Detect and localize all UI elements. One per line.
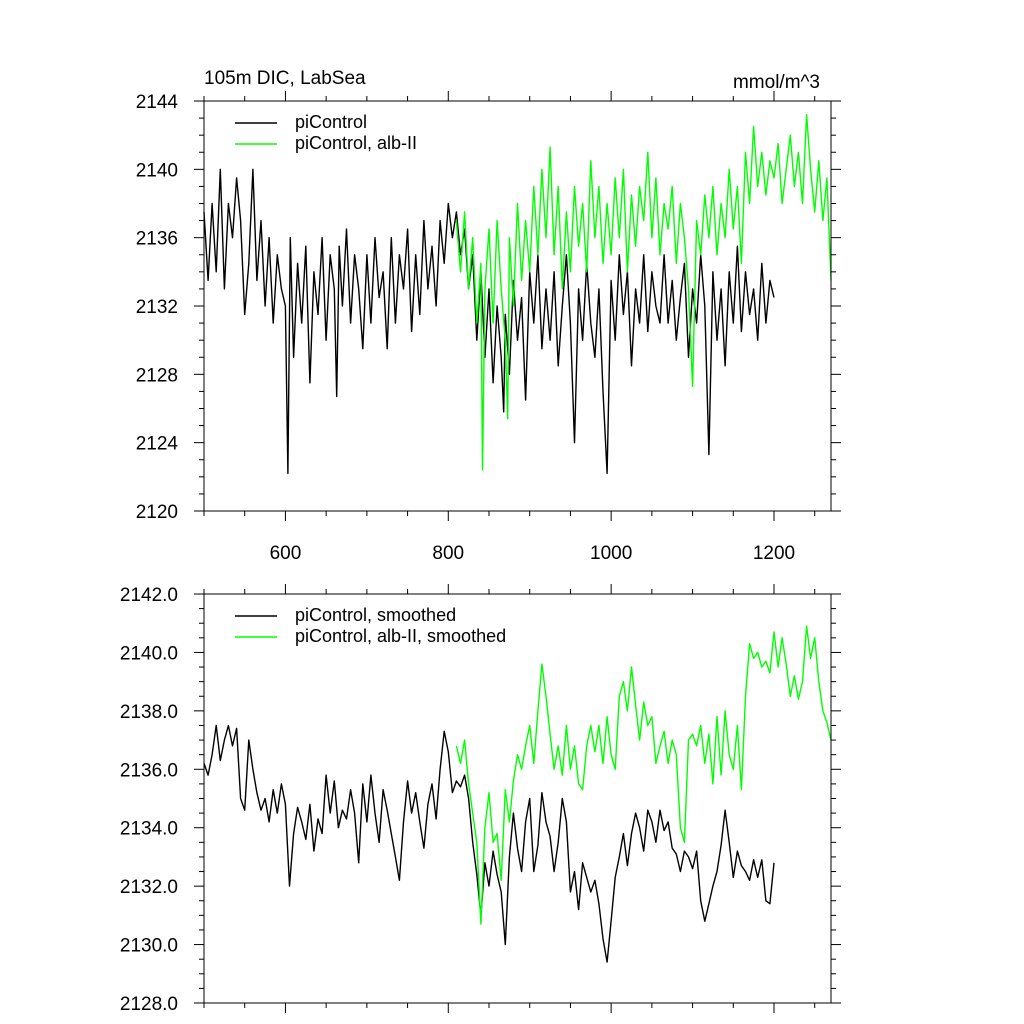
x-tick-label: 1200 (753, 543, 795, 564)
bottom-frame (203, 593, 832, 1004)
bottom-panel: 2128.0 2130.0 2132.0 2134.0 2136.0 2138.0 2140… (120, 584, 841, 1015)
y-tick-label: 2138.0 (120, 702, 178, 723)
legend-label-0: piControl, smoothed (295, 605, 456, 625)
y-tick-label: 2120 (136, 502, 178, 523)
top-x-tick-labels: 600 800 1000 1200 (270, 543, 796, 564)
bottom-series-line-0 (203, 724, 775, 963)
top-series-line-1 (455, 113, 832, 471)
y-tick-label: 2124 (136, 434, 179, 455)
y-tick-label: 2142.0 (120, 585, 178, 606)
y-tick-label: 2140 (136, 160, 178, 181)
y-tick-label: 2132 (136, 297, 178, 318)
y-tick-label: 2140.0 (120, 643, 178, 664)
x-tick-label: 600 (270, 543, 302, 564)
y-tick-label: 2136 (136, 229, 178, 250)
legend-label-1: piControl, alb-II (295, 133, 417, 153)
bottom-series-line-1 (455, 625, 832, 925)
legend-label-1: piControl, alb-II, smoothed (295, 626, 506, 646)
x-tick-label: 1000 (590, 543, 632, 564)
y-tick-label: 2128 (136, 365, 178, 386)
top-title-left: 105m DIC, LabSea (204, 68, 366, 89)
legend-label-0: piControl (295, 112, 367, 132)
bottom-series-lines (203, 625, 832, 963)
y-tick-label: 2136.0 (120, 760, 178, 781)
y-tick-label: 2134.0 (120, 819, 178, 840)
bottom-y-tick-labels: 2128.0 2130.0 2132.0 2134.0 2136.0 2138.0 2140… (120, 585, 178, 1015)
y-tick-label: 2130.0 (120, 936, 178, 957)
bottom-ticks (194, 584, 841, 1013)
top-frame (203, 100, 832, 512)
top-y-tick-labels: 2120 2124 2128 2132 2136 2140 2144 (136, 92, 179, 523)
top-series-lines (203, 113, 832, 475)
top-ticks (194, 91, 841, 521)
top-title-right: mmol/m^3 (733, 72, 820, 93)
y-tick-label: 2132.0 (120, 877, 178, 898)
top-series-line-0 (203, 168, 775, 475)
y-tick-label: 2144 (136, 92, 179, 113)
x-tick-label: 800 (432, 543, 464, 564)
top-panel: 105m DIC, LabSea mmol/m^3 21202124212821… (136, 68, 841, 564)
y-tick-label: 2128.0 (120, 994, 178, 1015)
